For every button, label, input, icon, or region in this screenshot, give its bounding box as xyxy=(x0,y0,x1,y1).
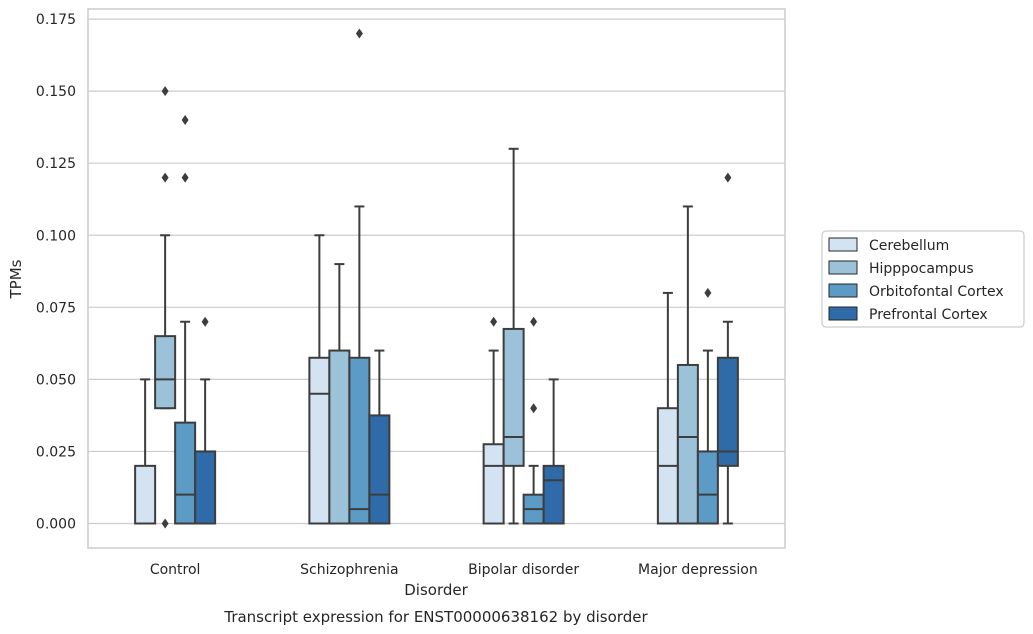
x-tick-label: Control xyxy=(150,562,201,578)
y-tick-label: 0.175 xyxy=(36,12,76,28)
outlier-point xyxy=(201,316,209,327)
legend: Cerebellum Hipppocampus Orbitofontal Corte… xyxy=(821,230,1025,328)
y-tick-label: 0.125 xyxy=(36,156,76,172)
x-tick-label: Schizophrenia xyxy=(300,562,398,578)
box-iqr xyxy=(328,349,351,525)
y-tick-label: 0.000 xyxy=(36,517,76,533)
outlier-point xyxy=(530,403,538,414)
box-iqr xyxy=(308,356,331,525)
outlier-point xyxy=(161,172,169,183)
outlier-point xyxy=(161,518,169,529)
x-axis-title: Disorder xyxy=(404,581,468,599)
box-iqr xyxy=(174,421,197,525)
y-axis-ticks: 0.000 0.025 0.050 0.075 0.100 0.125 0.150 0.175 xyxy=(36,12,76,532)
box-prefrontal-cortex xyxy=(368,349,391,525)
box-iqr xyxy=(134,464,157,525)
outlier-point xyxy=(355,28,363,39)
x-tick-label: Bipolar disorder xyxy=(468,562,579,578)
y-tick-label: 0.050 xyxy=(36,372,76,388)
legend-label: Orbitofontal Cortex xyxy=(869,284,1004,300)
y-tick-label: 0.150 xyxy=(36,84,76,100)
plot-frame xyxy=(87,8,786,549)
box-iqr xyxy=(194,450,217,525)
outlier-point xyxy=(181,172,189,183)
legend-frame xyxy=(821,230,1025,328)
box-prefrontal-cortex xyxy=(542,378,565,525)
box-prefrontal-cortex xyxy=(194,316,217,525)
box-groups xyxy=(134,28,739,529)
x-axis-ticks: Control Schizophrenia Bipolar disorder Majo… xyxy=(150,562,758,578)
legend-label: Hipppocampus xyxy=(869,261,974,277)
legend-swatch xyxy=(828,237,858,252)
box-orbitofontal-cortex xyxy=(696,287,719,525)
box-orbitofontal-cortex xyxy=(348,28,371,525)
y-tick-label: 0.075 xyxy=(36,300,76,316)
box-iqr xyxy=(502,327,525,467)
outlier-point xyxy=(704,287,712,298)
y-tick-label: 0.100 xyxy=(36,228,76,244)
box-iqr xyxy=(368,414,391,525)
box-iqr xyxy=(716,356,739,467)
box-cerebellum xyxy=(308,234,331,525)
box-orbitofontal-cortex xyxy=(522,316,545,525)
box-prefrontal-cortex xyxy=(716,172,739,525)
box-hipppocampus xyxy=(154,86,177,529)
box-iqr xyxy=(348,356,371,525)
outlier-point xyxy=(161,86,169,97)
legend-label: Prefrontal Cortex xyxy=(869,307,988,323)
outlier-point xyxy=(530,316,538,327)
outlier-point xyxy=(490,316,498,327)
outlier-point xyxy=(181,114,189,125)
box-iqr xyxy=(482,443,505,525)
box-cerebellum xyxy=(482,316,505,525)
legend-swatch xyxy=(828,283,858,298)
y-axis-title: TPMs xyxy=(7,259,25,299)
box-iqr xyxy=(696,450,719,525)
box-iqr xyxy=(154,335,177,410)
box-cerebellum xyxy=(134,378,157,525)
outlier-point xyxy=(724,172,732,183)
box-hipppocampus xyxy=(328,263,351,525)
box-iqr xyxy=(676,363,699,525)
chart-caption: Transcript expression for ENST0000063816… xyxy=(223,608,648,626)
box-hipppocampus xyxy=(502,147,525,525)
legend-swatch xyxy=(828,306,858,321)
box-orbitofontal-cortex xyxy=(174,114,197,525)
y-tick-label: 0.025 xyxy=(36,444,76,460)
legend-label: Cerebellum xyxy=(869,238,949,254)
x-tick-label: Major depression xyxy=(638,562,758,578)
box-hipppocampus xyxy=(676,205,699,525)
box-cerebellum xyxy=(656,291,679,525)
box-iqr xyxy=(542,464,565,525)
legend-swatch xyxy=(828,260,858,275)
